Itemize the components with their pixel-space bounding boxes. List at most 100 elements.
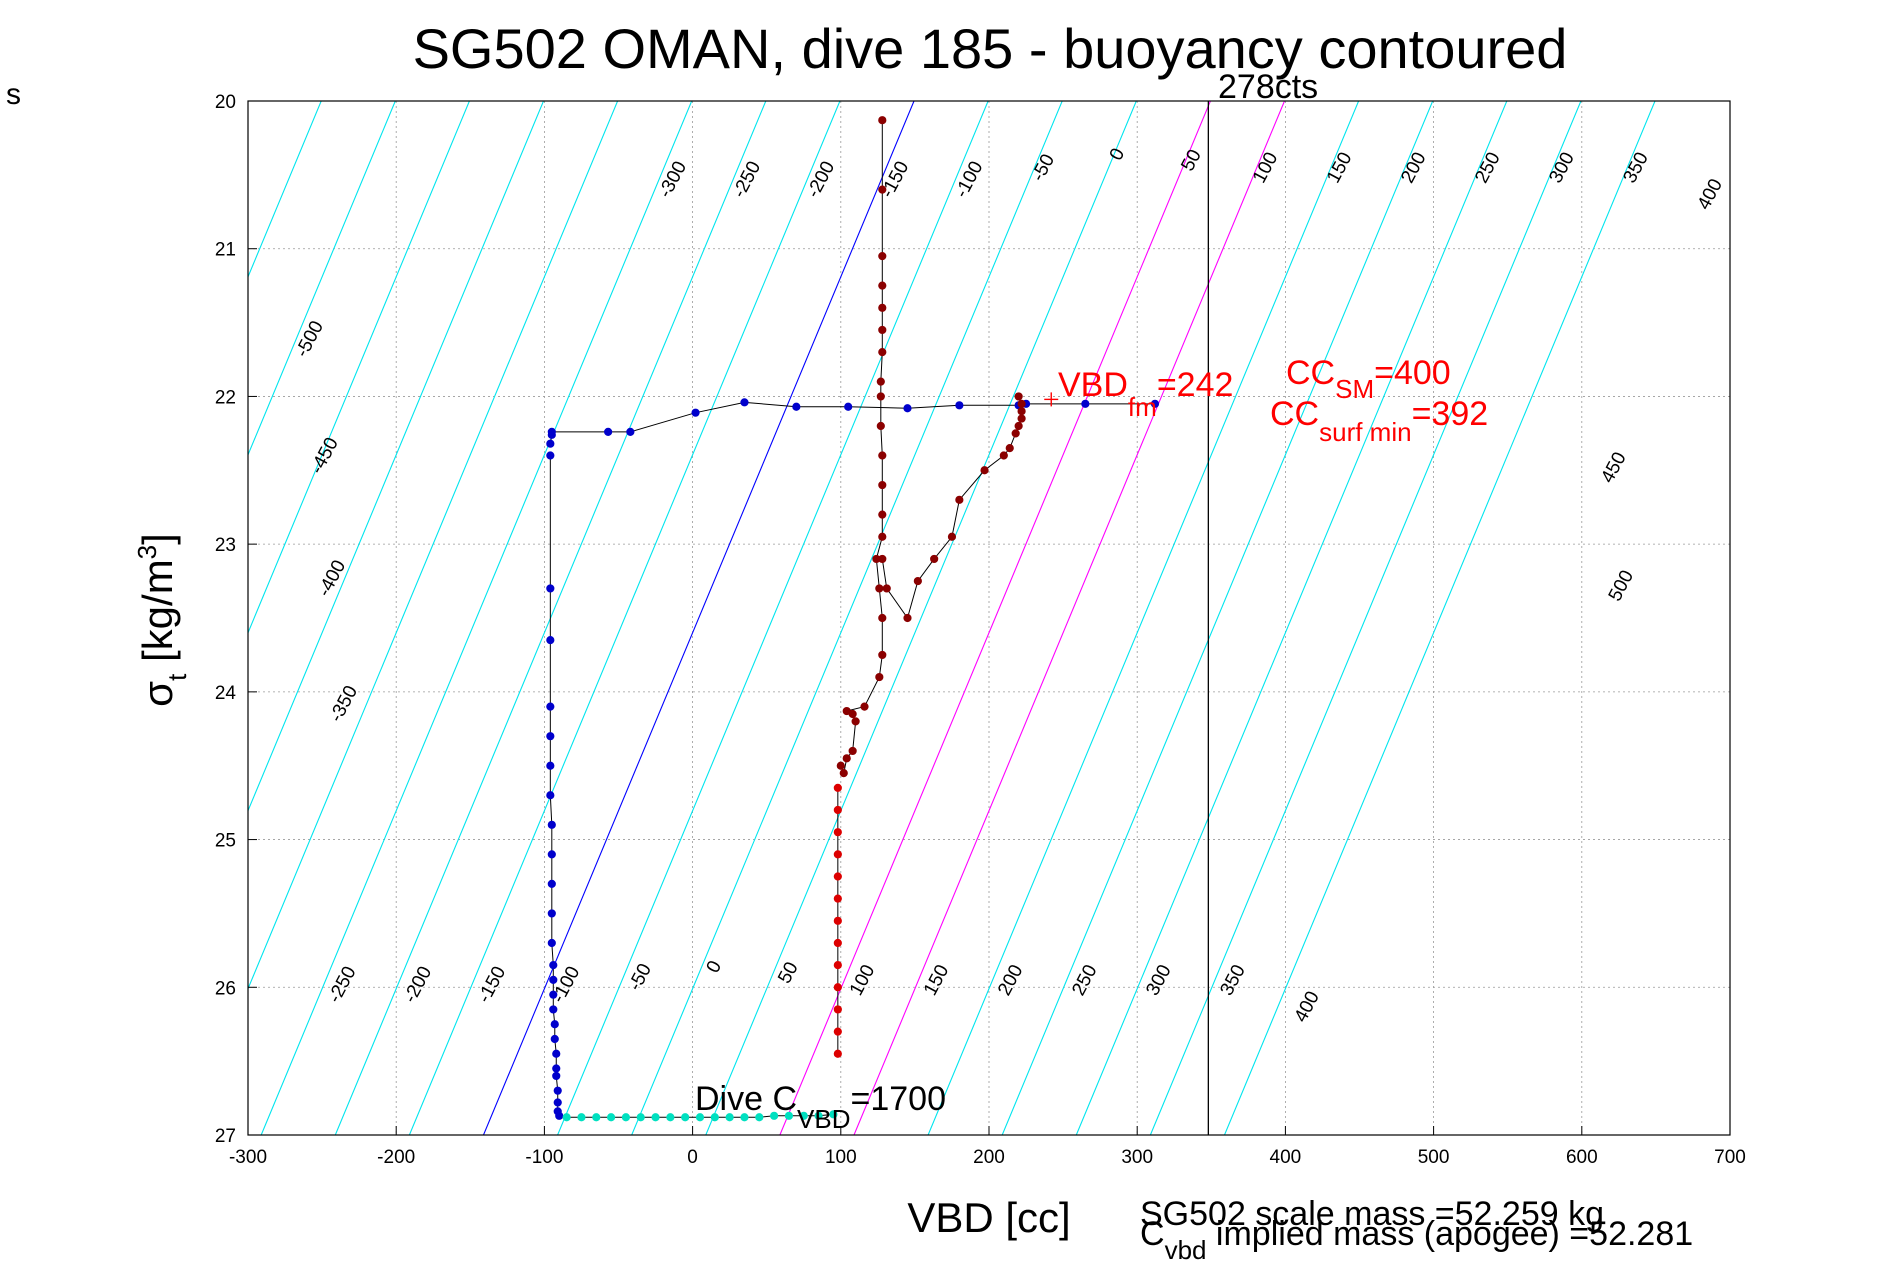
y-tick-label: 27 xyxy=(215,1126,236,1147)
data-point xyxy=(842,706,851,716)
data-point xyxy=(878,480,887,490)
data-point xyxy=(695,1113,705,1122)
contour-label: -300 xyxy=(655,158,691,201)
data-point xyxy=(833,783,842,792)
contour-line xyxy=(779,101,1211,1135)
y-tick-label: 21 xyxy=(215,240,236,261)
vbd-fm-annotation: VBDfm=242 xyxy=(1058,366,1233,422)
data-point xyxy=(913,576,922,586)
contour-line xyxy=(408,101,841,1135)
data-point xyxy=(550,1020,559,1029)
x-tick-label: 0 xyxy=(687,1147,698,1168)
contour-label: -200 xyxy=(400,963,436,1006)
x-tick-label: -100 xyxy=(525,1147,563,1168)
data-point xyxy=(710,1113,719,1122)
grid-lines xyxy=(247,100,1731,1136)
data-point xyxy=(792,402,801,411)
contour-label: 200 xyxy=(1397,149,1430,187)
data-point xyxy=(844,402,853,411)
svg-text:σt [kg/m3]: σt [kg/m3] xyxy=(132,533,192,707)
y-tick-label: 25 xyxy=(215,831,236,852)
data-point xyxy=(842,754,851,763)
corner-label: s xyxy=(6,78,21,111)
y-label-close: ] xyxy=(134,533,181,545)
data-point xyxy=(876,392,885,401)
data-point xyxy=(814,1111,823,1120)
data-point xyxy=(930,554,939,564)
data-point xyxy=(546,451,555,460)
data-point xyxy=(546,584,555,593)
contour-label: 100 xyxy=(846,961,879,999)
data-point xyxy=(833,916,842,925)
y-tick-label: 26 xyxy=(215,978,236,999)
x-tick-label: -200 xyxy=(377,1147,415,1168)
contour-line xyxy=(248,101,470,635)
data-point xyxy=(1005,444,1014,453)
contour-label: 150 xyxy=(1323,149,1356,187)
contour-label: -500 xyxy=(292,317,328,360)
data-point xyxy=(547,938,556,948)
data-point xyxy=(546,702,555,711)
data-point xyxy=(955,495,964,504)
data-point xyxy=(833,1027,842,1036)
contour-line xyxy=(1001,101,1434,1135)
x-tick-label: 500 xyxy=(1418,1147,1450,1168)
x-tick-label: 600 xyxy=(1566,1147,1598,1168)
data-point xyxy=(740,1113,749,1122)
data-point xyxy=(878,554,887,564)
data-point xyxy=(1150,399,1160,408)
data-point xyxy=(592,1113,601,1122)
y-label-sup: 3 xyxy=(132,545,162,559)
y-tick-label: 20 xyxy=(215,92,236,113)
data-point xyxy=(1017,414,1026,423)
x-tick-label: 300 xyxy=(1121,1147,1153,1168)
contour-label: 350 xyxy=(1620,149,1653,187)
dive-series xyxy=(546,116,1160,1122)
contour-label: 400 xyxy=(1694,176,1727,214)
data-point xyxy=(740,398,749,407)
contour-label: -450 xyxy=(306,434,342,477)
axis-ticks: -300 -200 -100 0 100 200 300 400 500 600 700202122… xyxy=(215,92,1746,1168)
data-point xyxy=(546,636,555,645)
data-point xyxy=(547,909,556,918)
data-point xyxy=(878,185,887,194)
data-point xyxy=(546,439,555,448)
cc-sm-annotation: CCSM=400 xyxy=(1286,354,1451,404)
data-point xyxy=(833,938,842,948)
data-point xyxy=(833,872,842,881)
y-label-unit: [kg/m xyxy=(134,559,181,673)
data-point xyxy=(878,348,887,357)
data-point xyxy=(681,1113,690,1122)
contour-label: 300 xyxy=(1545,149,1578,187)
vbd-fm-marker xyxy=(1044,392,1059,407)
data-point xyxy=(546,732,555,741)
contour-label: 200 xyxy=(994,961,1027,999)
data-point xyxy=(999,451,1008,460)
data-point xyxy=(546,791,555,800)
x-tick-label: -300 xyxy=(229,1147,267,1168)
data-point xyxy=(878,325,887,335)
data-point xyxy=(875,672,884,682)
data-point xyxy=(1011,429,1020,438)
contour-line xyxy=(927,101,1360,1135)
data-point xyxy=(666,1113,675,1122)
data-point xyxy=(829,1110,838,1119)
data-point xyxy=(878,650,887,660)
contour-label: 450 xyxy=(1597,449,1630,487)
data-point xyxy=(1014,421,1023,431)
data-point xyxy=(833,850,842,859)
data-point xyxy=(547,430,556,439)
data-point xyxy=(691,408,700,417)
data-point xyxy=(878,281,887,290)
data-point xyxy=(833,983,842,992)
dive-cvbd-annotation: Dive CVBD=1700 xyxy=(695,1080,946,1134)
data-point xyxy=(549,990,558,999)
contour-line xyxy=(248,101,322,279)
contour-line xyxy=(0,101,247,1135)
data-point xyxy=(839,769,848,778)
data-point xyxy=(878,613,887,623)
data-point xyxy=(878,303,887,312)
data-point xyxy=(955,401,964,410)
data-point xyxy=(725,1113,734,1122)
